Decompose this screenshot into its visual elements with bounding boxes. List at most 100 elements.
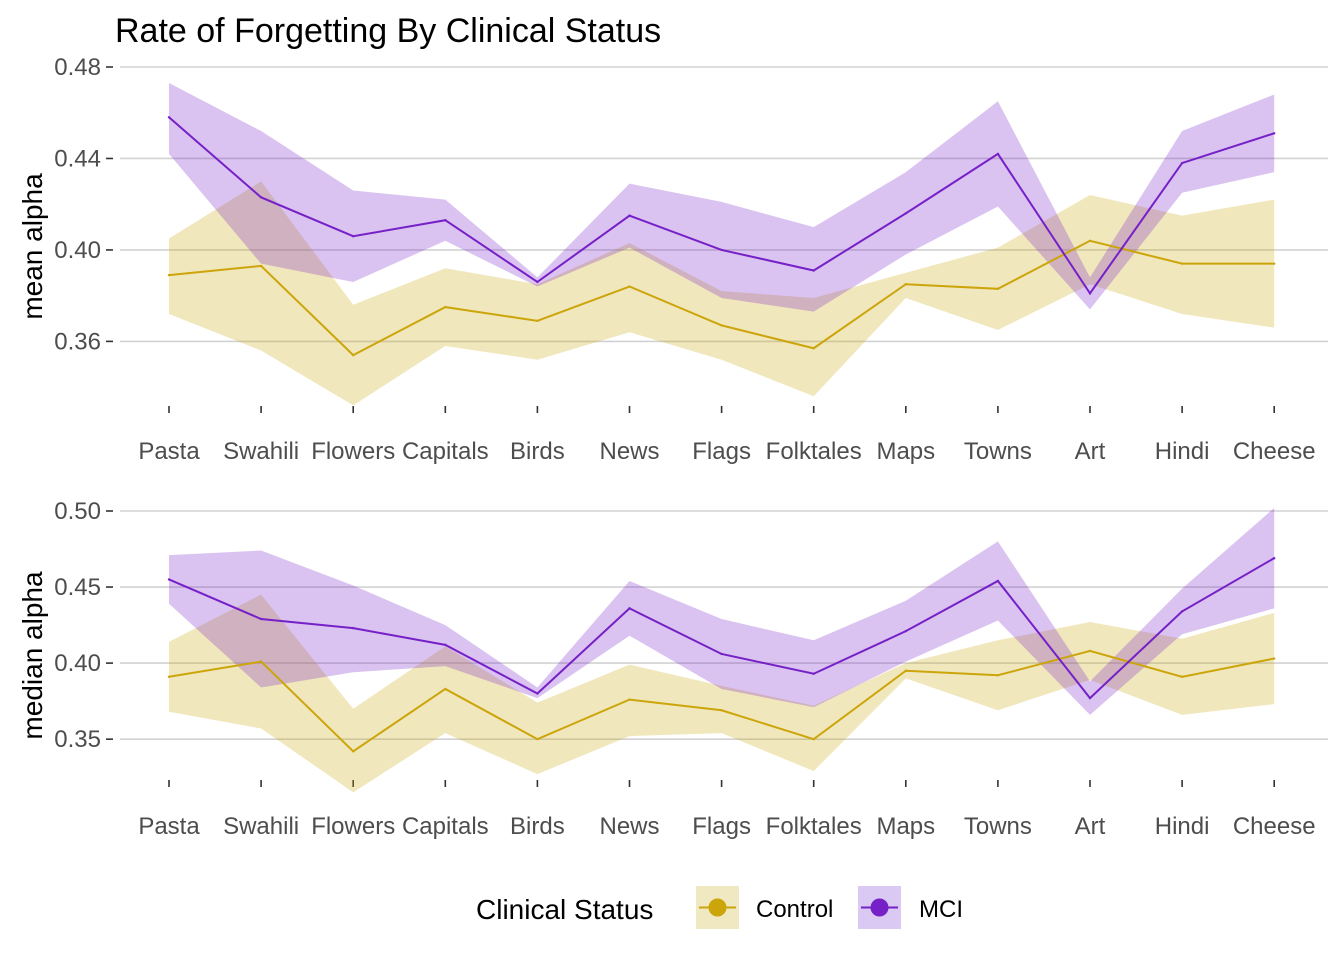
point-control-flags [720,709,723,712]
x-tick-label-flags: Flags [692,813,751,840]
point-control-birds [536,319,539,323]
legend-dot [870,898,889,917]
point-mci-swahili [259,617,263,621]
point-control-art [1088,649,1092,653]
point-control-news [628,698,631,701]
point-mci-art [1088,696,1092,700]
x-tick-label-pasta: Pasta [138,438,200,465]
x-tick-label-hindi: Hindi [1155,438,1210,465]
x-tick-label-folktales: Folktales [766,813,862,840]
point-control-pasta [167,273,171,277]
x-tick-label-capitals: Capitals [402,438,489,465]
point-mci-maps [904,629,907,633]
point-control-folktales [812,737,815,741]
x-tick-label-pasta: Pasta [138,813,200,840]
x-tick-label-maps: Maps [876,438,935,465]
point-control-maps [904,669,907,672]
x-tick-label-cheese: Cheese [1233,813,1316,840]
chart-title: Rate of Forgetting By Clinical Status [115,12,661,50]
x-tick-label-swahili: Swahili [223,813,299,840]
point-mci-pasta [167,116,171,119]
point-control-flags [720,324,723,327]
point-mci-swahili [259,196,263,199]
point-mci-folktales [812,672,815,675]
point-mci-cheese [1273,132,1276,135]
point-control-flowers [352,750,355,753]
panel-median-alpha: 0.35 0.40 0.45 0.50 median alpha Pasta Swahili… [17,498,1328,840]
legend-dot [708,898,727,917]
y-tick-label: 0.48 [54,54,101,81]
y-axis-label: median alpha [17,571,48,740]
point-control-capitals [444,687,447,691]
x-tick-label-swahili: Swahili [223,438,299,465]
point-mci-flags [720,248,723,252]
point-control-hindi [1180,675,1184,678]
point-mci-capitals [444,643,447,647]
x-tick-label-towns: Towns [964,438,1032,465]
x-tick-label-flowers: Flowers [311,438,395,465]
x-tick-label-birds: Birds [510,813,565,840]
x-tick-label-towns: Towns [964,813,1032,840]
point-control-cheese [1273,657,1276,660]
point-control-art [1088,239,1092,242]
point-mci-towns [996,152,1000,156]
point-control-news [628,285,631,288]
point-control-swahili [259,264,263,268]
x-tick-label-folktales: Folktales [766,438,862,465]
point-control-maps [904,283,907,286]
y-tick-label: 0.45 [54,574,101,601]
point-mci-hindi [1180,161,1184,165]
x-tick-label-maps: Maps [876,813,935,840]
point-mci-pasta [167,578,171,581]
x-tick-label-cheese: Cheese [1233,438,1316,465]
point-mci-maps [904,212,907,215]
point-control-towns [996,674,1000,677]
legend: Clinical Status Control MCI [476,886,963,929]
x-tick-label-news: News [599,813,659,840]
x-tick-label-art: Art [1075,813,1106,840]
ribbon-control [169,181,1275,406]
legend-key-control: Control [696,886,833,929]
panel-mean-alpha: 0.36 0.40 0.44 0.48 mean alpha Pasta Swahili Fl… [17,54,1328,465]
x-tick-label-art: Art [1075,438,1106,465]
legend-label-control: Control [756,896,833,923]
point-control-pasta [167,675,171,678]
point-mci-capitals [444,219,447,222]
x-tick-label-hindi: Hindi [1155,813,1210,840]
point-control-swahili [259,660,263,663]
ribbon-mci [169,83,1275,312]
legend-label-mci: MCI [919,896,963,923]
x-tick-label-flags: Flags [692,438,751,465]
y-tick-label: 0.50 [54,498,101,525]
point-mci-folktales [812,269,815,272]
point-control-cheese [1273,262,1276,265]
y-tick-label: 0.40 [54,237,101,264]
point-mci-art [1088,292,1092,295]
point-mci-flags [720,652,723,656]
point-mci-news [628,214,631,217]
y-tick-label: 0.44 [54,145,101,172]
point-control-folktales [812,347,815,350]
x-tick-label-news: News [599,438,659,465]
point-mci-towns [996,579,1000,583]
point-mci-flowers [352,626,355,630]
point-mci-flowers [352,235,355,238]
point-mci-birds [536,280,539,284]
x-tick-label-capitals: Capitals [402,813,489,840]
point-control-capitals [444,305,447,309]
legend-title: Clinical Status [476,894,653,925]
point-mci-news [628,607,631,610]
point-mci-cheese [1273,556,1276,560]
y-tick-label: 0.40 [54,650,101,677]
y-tick-label: 0.36 [54,328,101,355]
x-tick-label-flowers: Flowers [311,813,395,840]
y-tick-label: 0.35 [54,726,101,753]
point-control-hindi [1180,262,1184,265]
point-control-flowers [352,353,355,357]
point-mci-birds [536,692,539,695]
ribbon-mci [169,507,1275,715]
y-axis-label: mean alpha [17,173,48,320]
ribbon-control [169,594,1275,793]
legend-key-mci: MCI [858,886,963,929]
